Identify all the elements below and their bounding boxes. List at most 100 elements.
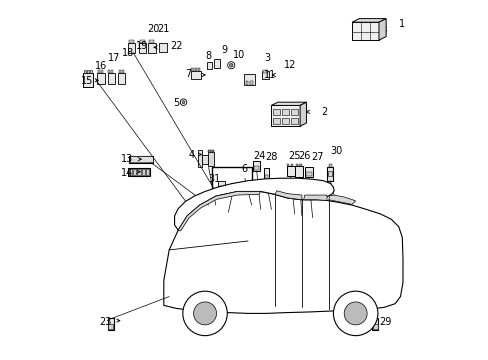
- Bar: [97, 73, 104, 84]
- Circle shape: [227, 62, 234, 69]
- Bar: [129, 40, 134, 42]
- Bar: [206, 62, 212, 69]
- Bar: [328, 163, 331, 167]
- Polygon shape: [271, 102, 306, 105]
- Bar: [249, 81, 252, 85]
- Bar: [245, 81, 248, 85]
- Text: 11: 11: [264, 70, 276, 80]
- Text: 25: 25: [287, 150, 300, 161]
- Bar: [327, 171, 332, 176]
- Bar: [371, 319, 378, 330]
- Bar: [129, 156, 153, 163]
- Bar: [286, 163, 289, 166]
- Bar: [128, 168, 132, 175]
- Bar: [242, 173, 247, 177]
- Text: 5: 5: [172, 98, 179, 108]
- Polygon shape: [274, 191, 301, 200]
- Bar: [198, 150, 202, 167]
- Polygon shape: [303, 195, 326, 201]
- Bar: [139, 42, 145, 53]
- Text: 28: 28: [265, 152, 277, 162]
- Bar: [249, 213, 256, 220]
- Bar: [149, 40, 154, 42]
- Bar: [286, 166, 294, 176]
- Bar: [284, 216, 290, 222]
- Bar: [207, 150, 208, 152]
- Bar: [271, 105, 300, 126]
- Bar: [83, 69, 86, 73]
- Circle shape: [333, 291, 377, 336]
- Text: 15: 15: [81, 76, 94, 86]
- Polygon shape: [351, 19, 386, 22]
- Bar: [108, 70, 110, 73]
- Bar: [308, 220, 315, 226]
- Circle shape: [180, 99, 186, 105]
- Bar: [282, 109, 288, 116]
- Text: 22: 22: [169, 41, 182, 50]
- Bar: [372, 324, 377, 329]
- Bar: [296, 219, 303, 225]
- Bar: [262, 70, 267, 73]
- Bar: [101, 70, 103, 73]
- Bar: [252, 161, 260, 171]
- Circle shape: [193, 302, 216, 325]
- Bar: [209, 150, 210, 152]
- Text: 10: 10: [232, 50, 244, 60]
- Bar: [194, 68, 197, 71]
- Circle shape: [182, 101, 184, 104]
- Text: 17: 17: [108, 53, 121, 63]
- Text: 1: 1: [398, 19, 404, 29]
- Bar: [145, 168, 149, 175]
- Text: 30: 30: [330, 146, 342, 156]
- Bar: [351, 22, 378, 40]
- Bar: [191, 68, 194, 71]
- Bar: [83, 73, 93, 87]
- Text: 12: 12: [284, 60, 296, 70]
- Bar: [89, 69, 92, 73]
- Bar: [119, 70, 121, 73]
- Bar: [122, 70, 124, 73]
- Text: 20: 20: [147, 24, 159, 35]
- Bar: [212, 167, 251, 196]
- Bar: [218, 186, 224, 190]
- Bar: [128, 168, 150, 176]
- Text: 31: 31: [207, 174, 220, 184]
- Bar: [290, 109, 297, 116]
- Bar: [148, 42, 155, 53]
- Circle shape: [183, 291, 227, 336]
- Text: 21: 21: [158, 24, 170, 34]
- Bar: [271, 213, 277, 220]
- Polygon shape: [178, 192, 260, 231]
- Bar: [290, 163, 292, 166]
- Polygon shape: [163, 192, 402, 314]
- Text: 24: 24: [253, 150, 265, 161]
- Bar: [190, 71, 201, 79]
- Bar: [253, 166, 258, 170]
- Polygon shape: [300, 102, 306, 126]
- Bar: [295, 163, 297, 166]
- Bar: [244, 74, 254, 85]
- Bar: [107, 73, 115, 84]
- Bar: [273, 118, 279, 125]
- Bar: [118, 73, 125, 84]
- Bar: [217, 181, 225, 192]
- Text: 13: 13: [121, 154, 133, 164]
- Text: 29: 29: [378, 318, 390, 327]
- Bar: [212, 150, 214, 152]
- Text: 2: 2: [321, 107, 327, 117]
- Bar: [326, 167, 333, 181]
- Text: 16: 16: [94, 61, 107, 71]
- Text: 6: 6: [241, 164, 246, 174]
- Text: 9: 9: [221, 45, 227, 55]
- Bar: [107, 319, 114, 330]
- Circle shape: [229, 63, 233, 67]
- Bar: [137, 168, 140, 175]
- Bar: [211, 150, 212, 152]
- Bar: [228, 210, 234, 216]
- Bar: [159, 42, 167, 51]
- Polygon shape: [328, 195, 355, 204]
- Bar: [230, 183, 236, 191]
- Polygon shape: [378, 19, 386, 40]
- Circle shape: [344, 302, 366, 325]
- Bar: [108, 324, 113, 329]
